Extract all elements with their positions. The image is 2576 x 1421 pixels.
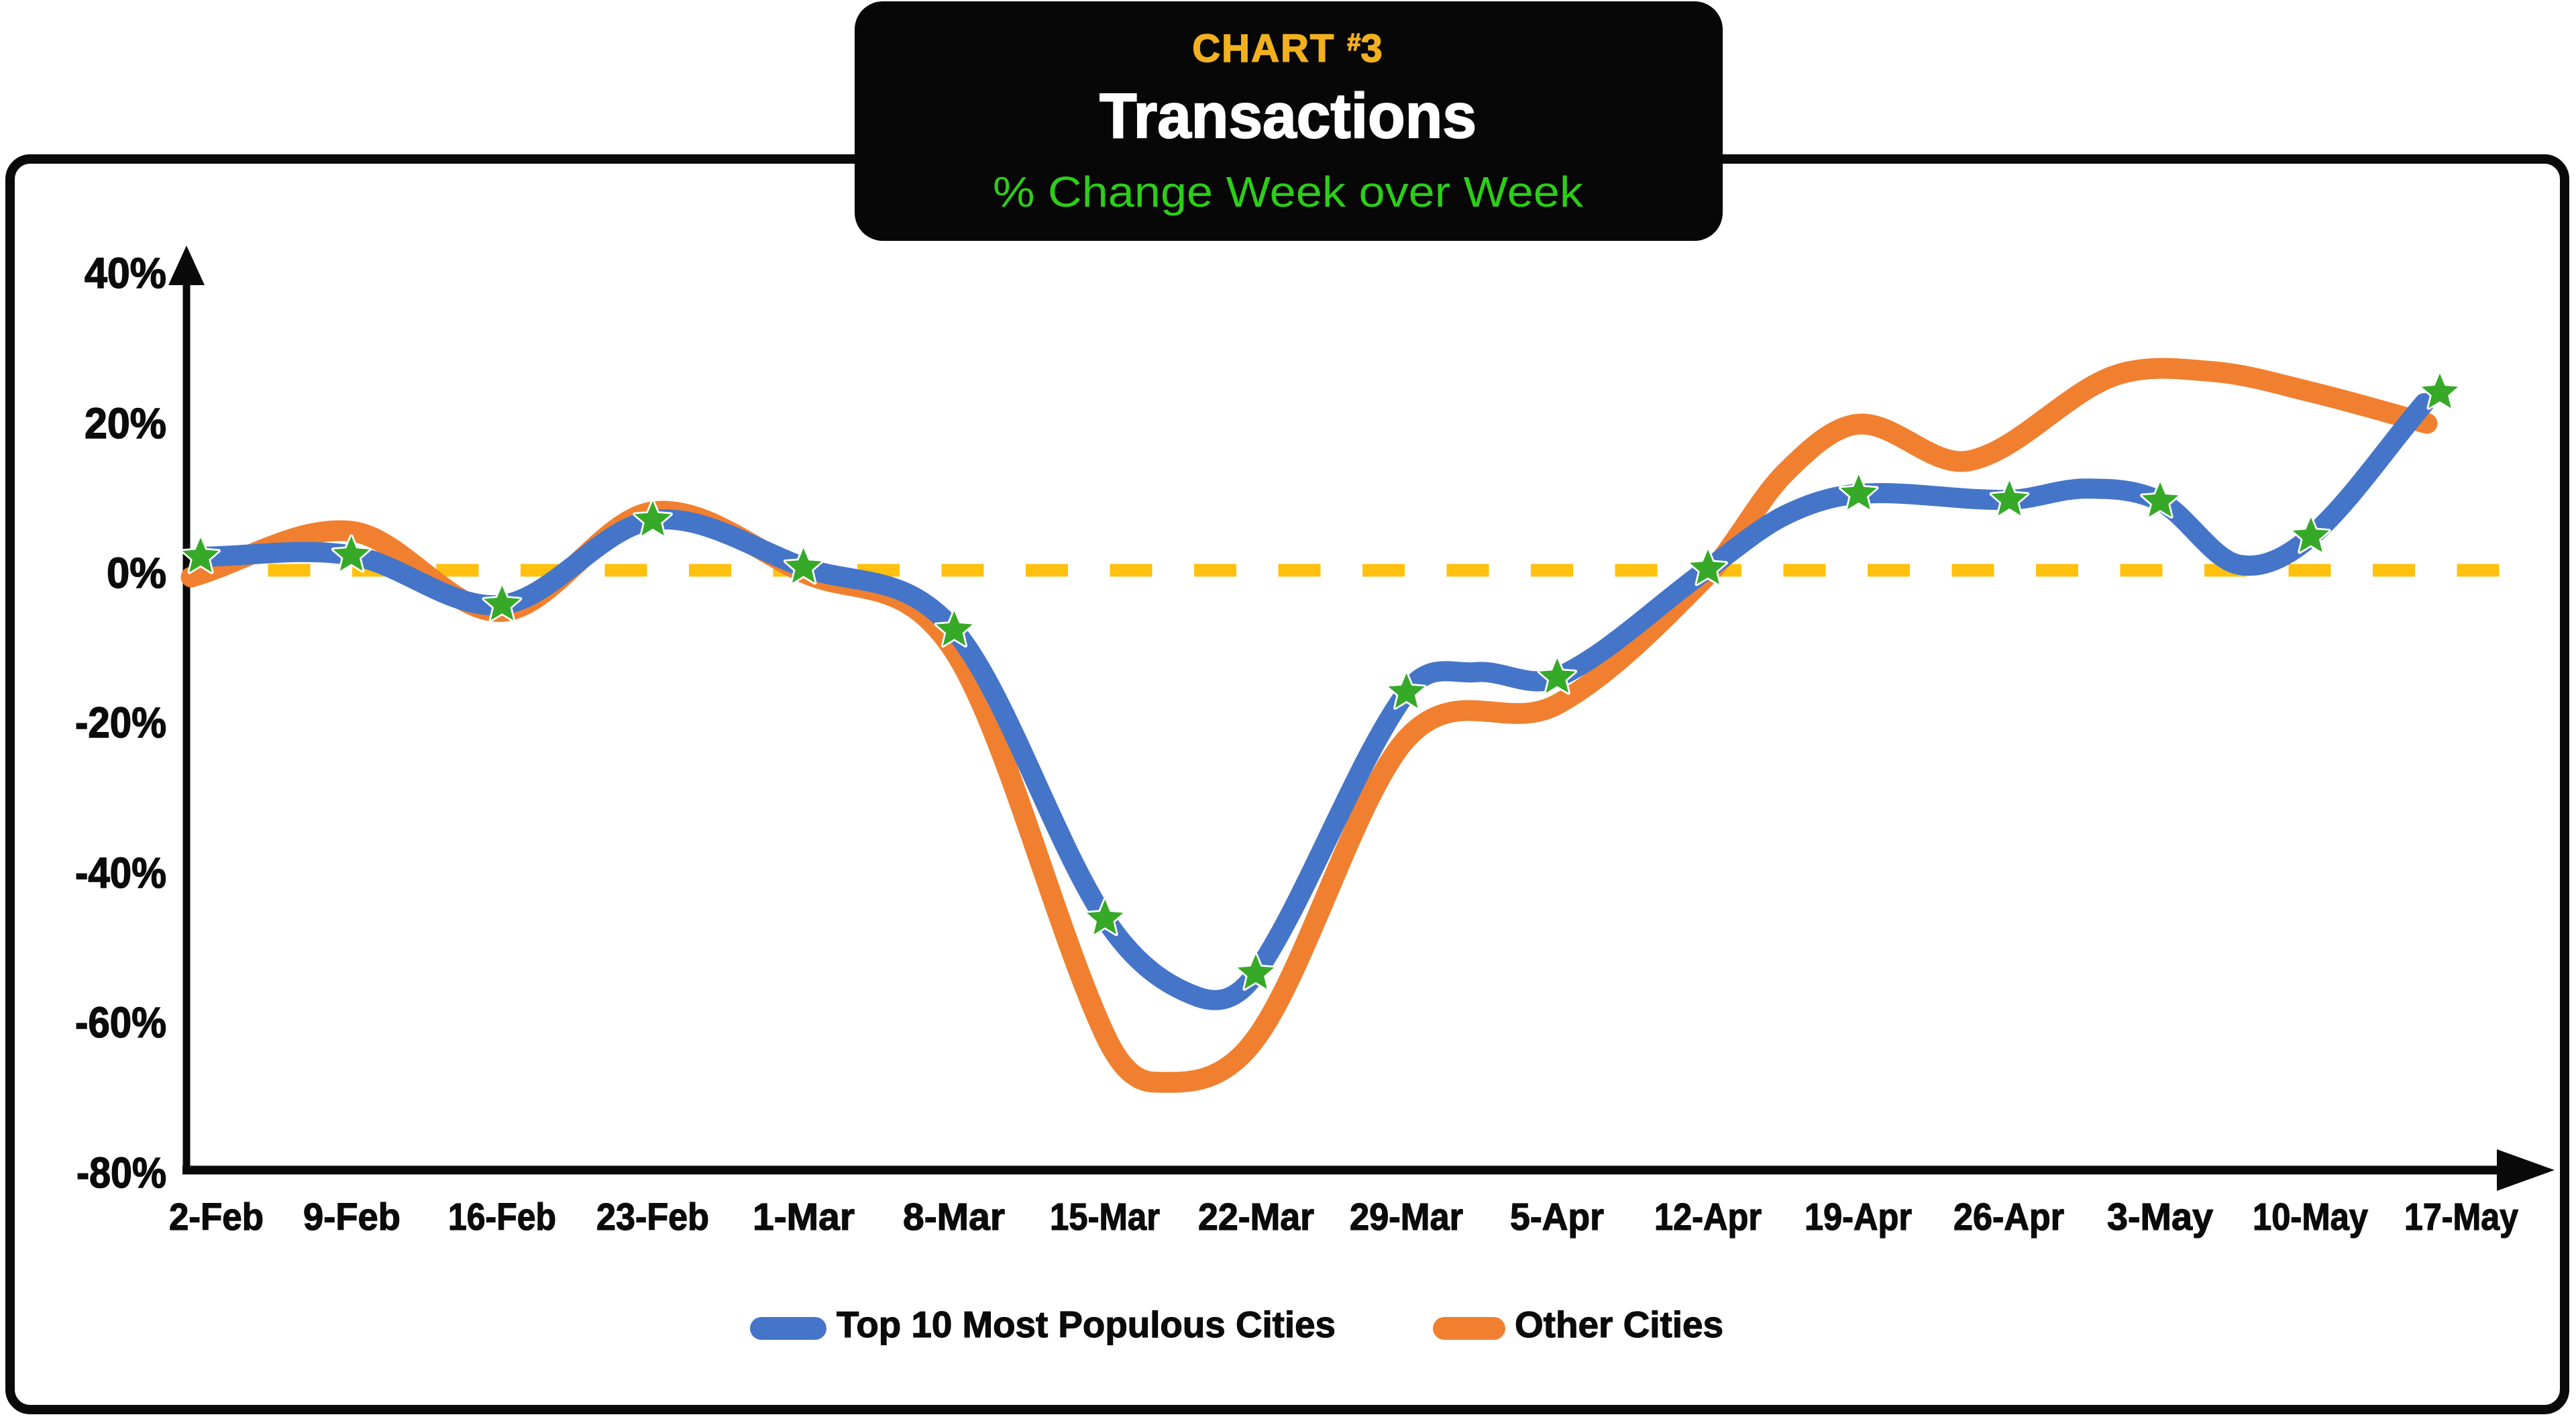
svg-text:16-Feb: 16-Feb: [448, 1196, 556, 1239]
svg-text:8-Mar: 8-Mar: [903, 1196, 1005, 1239]
svg-text:29-Mar: 29-Mar: [1350, 1196, 1463, 1239]
svg-text:15-Mar: 15-Mar: [1050, 1196, 1160, 1239]
svg-text:22-Mar: 22-Mar: [1198, 1196, 1314, 1239]
svg-text:12-Apr: 12-Apr: [1654, 1196, 1762, 1239]
svg-text:0%: 0%: [107, 549, 166, 597]
svg-text:% Change Week over Week: % Change Week over Week: [993, 168, 1584, 216]
svg-text:1-Mar: 1-Mar: [753, 1196, 855, 1239]
svg-text:-20%: -20%: [75, 698, 166, 747]
svg-text:3-May: 3-May: [2107, 1196, 2213, 1239]
svg-text:2-Feb: 2-Feb: [169, 1196, 264, 1239]
svg-text:Top 10 Most Populous Cities: Top 10 Most Populous Cities: [837, 1304, 1336, 1345]
svg-text:20%: 20%: [85, 399, 166, 448]
svg-text:9-Feb: 9-Feb: [303, 1196, 400, 1239]
svg-text:5-Apr: 5-Apr: [1510, 1196, 1604, 1239]
svg-text:10-May: 10-May: [2253, 1196, 2368, 1239]
svg-text:-40%: -40%: [75, 849, 166, 897]
svg-text:17-May: 17-May: [2404, 1196, 2518, 1239]
svg-text:26-Apr: 26-Apr: [1953, 1196, 2064, 1239]
svg-text:40%: 40%: [85, 249, 166, 297]
svg-text:Transactions: Transactions: [1099, 81, 1477, 152]
svg-text:23-Feb: 23-Feb: [596, 1196, 709, 1239]
svg-text:-60%: -60%: [75, 998, 166, 1047]
svg-text:Other Cities: Other Cities: [1515, 1304, 1723, 1345]
svg-text:-80%: -80%: [76, 1149, 166, 1197]
svg-text:19-Apr: 19-Apr: [1805, 1196, 1912, 1239]
